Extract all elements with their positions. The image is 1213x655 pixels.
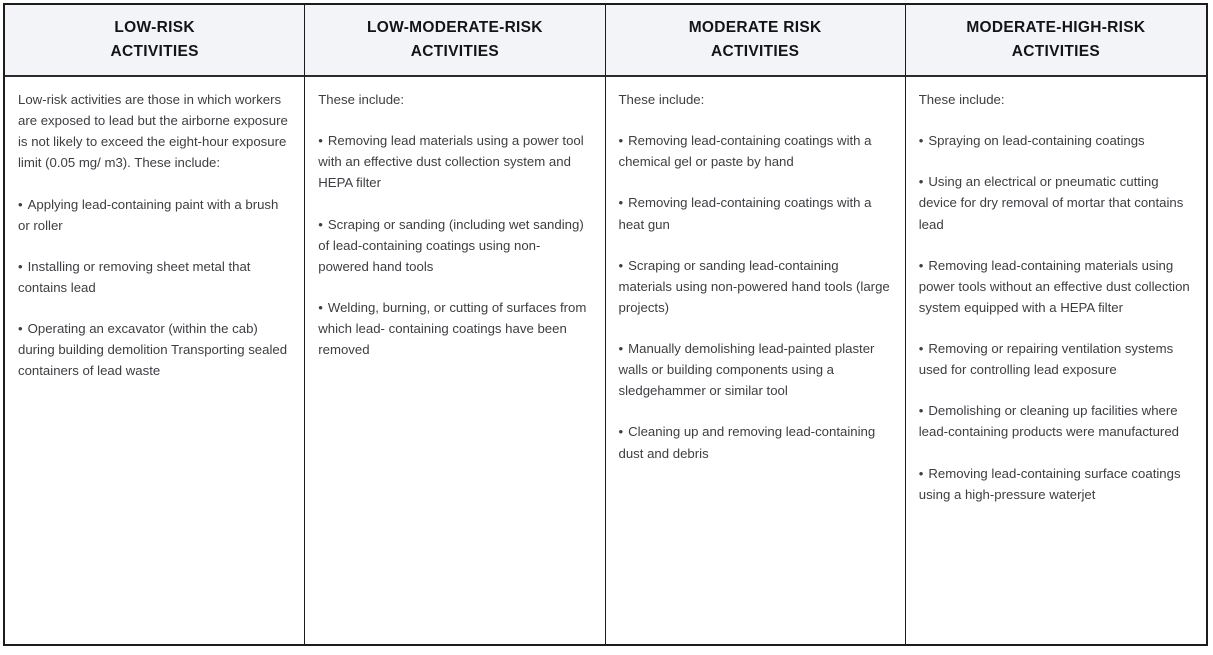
bullet-glyph: • xyxy=(918,257,924,273)
bullet-item: • Scraping or sanding (including wet sand… xyxy=(318,214,590,277)
bullet-glyph: • xyxy=(318,133,323,149)
bullet-text: Cleaning up and removing lead-containing… xyxy=(618,424,876,461)
lead-risk-activities-table: LOW-RISK ACTIVITIES LOW-MODERATE-RISK AC… xyxy=(3,3,1208,646)
bullet-text: Removing lead materials using a power to… xyxy=(318,133,584,191)
bullet-text: Welding, burning, or cutting of surfaces… xyxy=(318,299,587,358)
bullet-glyph: • xyxy=(18,258,23,274)
bullet-glyph: • xyxy=(318,299,323,315)
bullet-text: Removing lead-containing surface coating… xyxy=(918,465,1181,502)
intro-paragraph: These include: xyxy=(918,92,1005,107)
bullet-text: Removing or repairing ventilation system… xyxy=(918,341,1174,378)
bullet-item: • Removing lead-containing coatings with … xyxy=(619,192,891,234)
bullet-glyph: • xyxy=(318,216,323,232)
bullet-text: Removing lead-containing coatings with a… xyxy=(618,195,872,232)
bullet-text: Scraping or sanding lead-containing mate… xyxy=(618,257,890,315)
bullet-item: • Using an electrical or pneumatic cuttin… xyxy=(919,171,1192,234)
bullet-text: Installing or removing sheet metal that … xyxy=(18,258,251,295)
column-header-label: LOW-RISK ACTIVITIES xyxy=(110,18,199,60)
bullet-glyph: • xyxy=(618,195,624,211)
bullet-item: • Welding, burning, or cutting of surface… xyxy=(318,297,590,360)
intro-paragraph: These include: xyxy=(618,92,705,107)
bullet-glyph: • xyxy=(618,133,624,149)
bullet-item: • Removing lead-containing materials usin… xyxy=(919,255,1192,318)
intro-paragraph: These include: xyxy=(318,92,405,107)
bullet-item: • Manually demolishing lead-painted plast… xyxy=(619,338,891,401)
bullet-glyph: • xyxy=(918,341,924,356)
bullet-text: Demolishing or cleaning up facilities wh… xyxy=(918,403,1179,440)
bullet-text: Spraying on lead-containing coatings xyxy=(928,133,1145,149)
bullet-text: Applying lead-containing paint with a br… xyxy=(18,196,279,233)
bullet-glyph: • xyxy=(18,196,23,212)
bullet-text: Scraping or sanding (including wet sandi… xyxy=(318,216,584,274)
bullet-item: • Demolishing or cleaning up facilities w… xyxy=(919,400,1192,442)
cell-moderate-high-risk-activities: These include: • Spraying on lead-contain… xyxy=(905,77,1206,644)
column-header-low-moderate-risk: LOW-MODERATE-RISK ACTIVITIES xyxy=(305,5,606,77)
bullet-item: • Removing lead materials using a power t… xyxy=(318,130,590,193)
bullet-text: Manually demolishing lead-painted plaste… xyxy=(618,341,875,399)
cell-moderate-risk-activities: These include: • Removing lead-containing… xyxy=(605,77,906,644)
cell-low-moderate-risk-activities: These include: • Removing lead materials … xyxy=(305,77,606,644)
column-header-label: LOW-MODERATE-RISK ACTIVITIES xyxy=(366,18,543,60)
intro-paragraph: Low-risk activities are those in which w… xyxy=(18,92,288,171)
bullet-item: • Operating an excavator (within the cab)… xyxy=(18,318,290,381)
bullet-text: Operating an excavator (within the cab) … xyxy=(18,321,288,379)
column-header-moderate-high-risk: MODERATE-HIGH-RISK ACTIVITIES xyxy=(905,5,1206,77)
bullet-item: • Installing or removing sheet metal that… xyxy=(18,256,290,298)
column-header-low-risk: LOW-RISK ACTIVITIES xyxy=(5,5,306,77)
bullet-glyph: • xyxy=(918,174,924,190)
bullet-glyph: • xyxy=(18,321,23,336)
bullet-glyph: • xyxy=(918,133,924,149)
column-header-label: MODERATE-HIGH-RISK ACTIVITIES xyxy=(966,18,1146,60)
bullet-glyph: • xyxy=(618,341,624,356)
column-header-label: MODERATE RISK ACTIVITIES xyxy=(688,18,822,60)
bullet-item: • Removing lead-containing coatings with … xyxy=(619,130,891,172)
bullet-glyph: • xyxy=(618,424,624,440)
bullet-glyph: • xyxy=(918,465,924,481)
bullet-item: • Applying lead-containing paint with a b… xyxy=(18,194,290,236)
bullet-item: • Removing or repairing ventilation syste… xyxy=(919,338,1192,380)
bullet-text: Using an electrical or pneumatic cutting… xyxy=(918,174,1184,232)
bullet-item: • Scraping or sanding lead-containing mat… xyxy=(619,255,891,318)
bullet-item: • Cleaning up and removing lead-containin… xyxy=(619,421,891,463)
bullet-glyph: • xyxy=(618,257,624,273)
bullet-item: • Spraying on lead-containing coatings xyxy=(919,130,1192,151)
column-header-moderate-risk: MODERATE RISK ACTIVITIES xyxy=(605,5,906,77)
bullet-glyph: • xyxy=(918,403,924,419)
bullet-text: Removing lead-containing coatings with a… xyxy=(618,133,872,170)
bullet-text: Removing lead-containing materials using… xyxy=(918,257,1190,315)
cell-low-risk-activities: Low-risk activities are those in which w… xyxy=(5,77,306,644)
bullet-item: • Removing lead-containing surface coatin… xyxy=(919,463,1192,505)
